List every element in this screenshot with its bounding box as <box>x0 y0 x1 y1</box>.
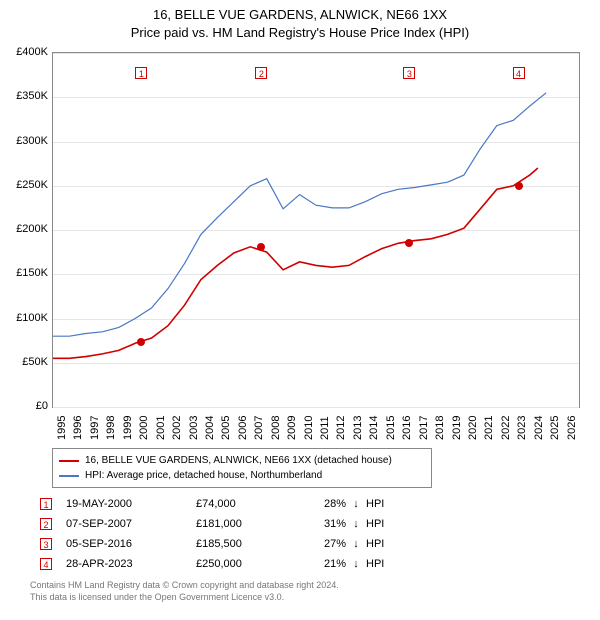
titles: 16, BELLE VUE GARDENS, ALNWICK, NE66 1XX… <box>0 0 600 42</box>
x-tick-label: 2000 <box>138 416 150 440</box>
attribution-line-1: Contains HM Land Registry data © Crown c… <box>30 580 339 592</box>
x-tick-label: 2005 <box>220 416 232 440</box>
x-tick-label: 2026 <box>566 416 578 440</box>
sale-date: 05-SEP-2016 <box>66 538 196 550</box>
x-tick-label: 2010 <box>303 416 315 440</box>
down-arrow-icon: ↓ <box>346 498 366 510</box>
sale-row-marker: 4 <box>40 558 52 570</box>
sale-row-marker: 1 <box>40 498 52 510</box>
y-tick-label: £350K <box>4 90 48 102</box>
legend-row: 16, BELLE VUE GARDENS, ALNWICK, NE66 1XX… <box>59 453 425 468</box>
sale-row: 1 19-MAY-2000£74,00028%↓HPI <box>40 494 396 514</box>
legend: 16, BELLE VUE GARDENS, ALNWICK, NE66 1XX… <box>52 448 432 488</box>
y-tick-label: £200K <box>4 223 48 235</box>
sale-marker-box: 1 <box>135 67 147 79</box>
title-line-1: 16, BELLE VUE GARDENS, ALNWICK, NE66 1XX <box>0 6 600 24</box>
x-tick-label: 1996 <box>72 416 84 440</box>
sale-vs-label: HPI <box>366 498 396 510</box>
chart-plot-area: 1 2 3 4 <box>52 52 580 408</box>
x-tick-label: 2002 <box>171 416 183 440</box>
sale-price: £250,000 <box>196 558 296 570</box>
y-tick-label: £250K <box>4 179 48 191</box>
x-tick-label: 2017 <box>418 416 430 440</box>
legend-label: 16, BELLE VUE GARDENS, ALNWICK, NE66 1XX… <box>85 453 392 468</box>
sale-diff: 27% <box>296 538 346 550</box>
sale-date: 28-APR-2023 <box>66 558 196 570</box>
y-tick-label: £50K <box>4 356 48 368</box>
sale-marker-dot <box>405 239 413 247</box>
sale-row: 4 28-APR-2023£250,00021%↓HPI <box>40 554 396 574</box>
sale-row-marker: 2 <box>40 518 52 530</box>
x-tick-label: 1999 <box>122 416 134 440</box>
sale-date: 19-MAY-2000 <box>66 498 196 510</box>
series-line <box>53 93 546 336</box>
sale-diff: 21% <box>296 558 346 570</box>
x-tick-label: 2016 <box>401 416 413 440</box>
x-tick-label: 2022 <box>500 416 512 440</box>
x-tick-label: 2004 <box>204 416 216 440</box>
x-tick-label: 2019 <box>451 416 463 440</box>
down-arrow-icon: ↓ <box>346 538 366 550</box>
sale-diff: 28% <box>296 498 346 510</box>
legend-swatch <box>59 475 79 477</box>
sale-row: 2 07-SEP-2007£181,00031%↓HPI <box>40 514 396 534</box>
y-tick-label: £300K <box>4 135 48 147</box>
sale-price: £185,500 <box>196 538 296 550</box>
legend-swatch <box>59 460 79 462</box>
x-tick-label: 2001 <box>155 416 167 440</box>
down-arrow-icon: ↓ <box>346 518 366 530</box>
legend-label: HPI: Average price, detached house, Nort… <box>85 468 322 483</box>
chart-svg <box>53 53 579 407</box>
sales-table: 119-MAY-2000£74,00028%↓HPI207-SEP-2007£1… <box>40 494 396 574</box>
sale-marker-box: 3 <box>403 67 415 79</box>
y-tick-label: £100K <box>4 312 48 324</box>
sale-vs-label: HPI <box>366 538 396 550</box>
sale-diff: 31% <box>296 518 346 530</box>
gridline <box>53 407 579 408</box>
x-tick-label: 2013 <box>352 416 364 440</box>
x-tick-label: 2023 <box>516 416 528 440</box>
x-tick-label: 1995 <box>56 416 68 440</box>
attribution-line-2: This data is licensed under the Open Gov… <box>30 592 339 604</box>
sale-marker-dot <box>515 182 523 190</box>
x-tick-label: 2024 <box>533 416 545 440</box>
x-tick-label: 2008 <box>270 416 282 440</box>
sale-marker-box: 4 <box>513 67 525 79</box>
sale-marker-dot <box>257 243 265 251</box>
x-tick-label: 1997 <box>89 416 101 440</box>
sale-marker-dot <box>137 338 145 346</box>
sale-row: 3 05-SEP-2016£185,50027%↓HPI <box>40 534 396 554</box>
x-tick-label: 2003 <box>188 416 200 440</box>
sale-price: £181,000 <box>196 518 296 530</box>
x-tick-label: 2007 <box>253 416 265 440</box>
title-line-2: Price paid vs. HM Land Registry's House … <box>0 24 600 42</box>
y-tick-label: £0 <box>4 400 48 412</box>
x-tick-label: 2011 <box>319 416 331 440</box>
figure-root: 16, BELLE VUE GARDENS, ALNWICK, NE66 1XX… <box>0 0 600 620</box>
sale-row-marker: 3 <box>40 538 52 550</box>
legend-row: HPI: Average price, detached house, Nort… <box>59 468 425 483</box>
x-tick-label: 1998 <box>105 416 117 440</box>
x-tick-label: 2009 <box>286 416 298 440</box>
sale-vs-label: HPI <box>366 558 396 570</box>
x-tick-label: 2015 <box>385 416 397 440</box>
sale-date: 07-SEP-2007 <box>66 518 196 530</box>
x-tick-label: 2025 <box>549 416 561 440</box>
x-tick-label: 2006 <box>237 416 249 440</box>
sale-marker-box: 2 <box>255 67 267 79</box>
sale-vs-label: HPI <box>366 518 396 530</box>
x-tick-label: 2021 <box>483 416 495 440</box>
sale-price: £74,000 <box>196 498 296 510</box>
series-line <box>53 168 538 358</box>
y-tick-label: £400K <box>4 46 48 58</box>
x-tick-label: 2012 <box>335 416 347 440</box>
down-arrow-icon: ↓ <box>346 558 366 570</box>
x-tick-label: 2014 <box>368 416 380 440</box>
y-tick-label: £150K <box>4 267 48 279</box>
attribution: Contains HM Land Registry data © Crown c… <box>30 580 339 603</box>
x-tick-label: 2018 <box>434 416 446 440</box>
x-tick-label: 2020 <box>467 416 479 440</box>
